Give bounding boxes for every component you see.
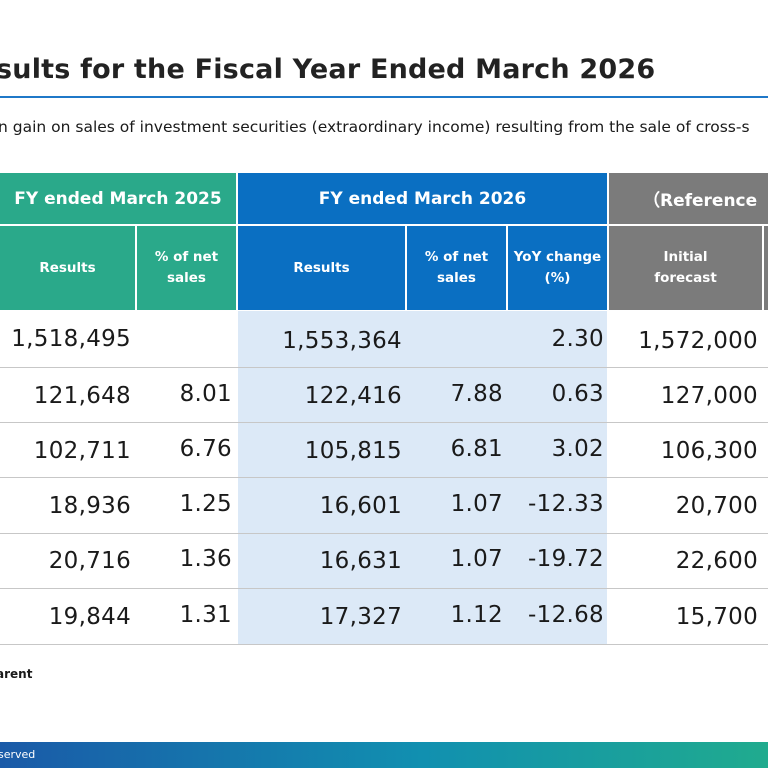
subheader-fy2026-results: Results xyxy=(238,226,405,310)
table-bottom-border xyxy=(0,644,768,645)
header-fy2026: FY ended March 2026 xyxy=(238,173,607,224)
cell-2026-results: 16,601 xyxy=(319,493,402,519)
footer-bar: served xyxy=(0,742,768,768)
cell-2026-yoy: 3.02 xyxy=(551,436,604,462)
cell-2026-pct: 6.81 xyxy=(450,436,503,462)
footnote: arent xyxy=(0,667,33,681)
cell-forecast: 127,000 xyxy=(660,383,758,409)
subheader-fy2025-pct: % of net sales xyxy=(137,226,236,310)
cell-2026-yoy: -12.33 xyxy=(528,491,604,517)
cell-2026-results: 122,416 xyxy=(304,383,402,409)
row-divider xyxy=(0,367,768,368)
cell-2025-pct: 1.36 xyxy=(179,546,232,572)
row-divider xyxy=(0,588,768,589)
cell-2026-results: 105,815 xyxy=(304,438,402,464)
cell-2025-results: 1,518,495 xyxy=(11,326,131,352)
cell-forecast: 15,700 xyxy=(675,604,758,630)
cell-2025-results: 102,711 xyxy=(33,438,131,464)
cell-2026-pct: 7.88 xyxy=(450,381,503,407)
subheader-ref-extra xyxy=(764,226,768,310)
subtitle-text: n gain on sales of investment securities… xyxy=(0,118,750,136)
row-divider xyxy=(0,477,768,478)
cell-forecast: 20,700 xyxy=(675,493,758,519)
cell-2026-yoy: -19.72 xyxy=(528,546,604,572)
cell-2025-results: 18,936 xyxy=(48,493,131,519)
subheader-fy2025-results: Results xyxy=(0,226,135,310)
cell-2026-results: 16,631 xyxy=(319,548,402,574)
cell-forecast: 1,572,000 xyxy=(638,328,758,354)
cell-2026-results: 17,327 xyxy=(319,604,402,630)
cell-2025-pct: 6.76 xyxy=(179,436,232,462)
cell-2026-pct: 1.12 xyxy=(450,602,503,628)
cell-2026-yoy: -12.68 xyxy=(528,602,604,628)
row-divider xyxy=(0,533,768,534)
subheader-ref-forecast: Initial forecast xyxy=(609,226,762,310)
page-title: sults for the Fiscal Year Ended March 20… xyxy=(0,54,656,85)
cell-2026-yoy: 2.30 xyxy=(551,326,604,352)
header-reference: （Reference xyxy=(609,173,768,224)
cell-2025-pct: 1.25 xyxy=(179,491,232,517)
title-underline xyxy=(0,96,768,98)
cell-2025-pct: 1.31 xyxy=(179,602,232,628)
cell-2026-yoy: 0.63 xyxy=(551,381,604,407)
subheader-fy2026-pct: % of net sales xyxy=(407,226,506,310)
cell-forecast: 22,600 xyxy=(675,548,758,574)
cell-2026-pct: 1.07 xyxy=(450,491,503,517)
copyright-text: served xyxy=(0,748,36,761)
cell-2026-pct: 1.07 xyxy=(450,546,503,572)
row-divider xyxy=(0,422,768,423)
cell-2025-results: 19,844 xyxy=(48,604,131,630)
cell-forecast: 106,300 xyxy=(660,438,758,464)
cell-2025-pct: 8.01 xyxy=(179,381,232,407)
cell-2025-results: 20,716 xyxy=(48,548,131,574)
cell-2026-results: 1,553,364 xyxy=(282,328,402,354)
cell-2025-results: 121,648 xyxy=(33,383,131,409)
header-fy2025: FY ended March 2025 xyxy=(0,173,236,224)
subheader-fy2026-yoy: YoY change (%) xyxy=(508,226,607,310)
